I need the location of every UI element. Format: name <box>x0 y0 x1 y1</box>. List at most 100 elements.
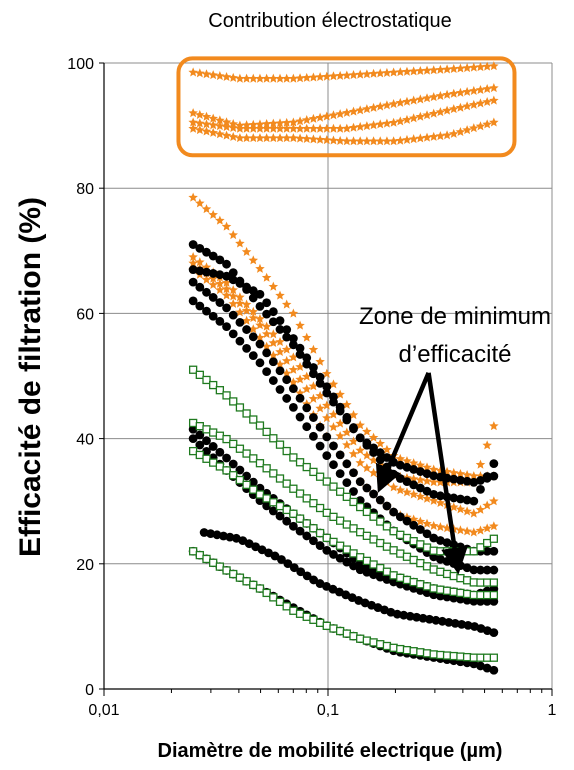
data-point <box>235 73 245 83</box>
data-point <box>409 647 418 656</box>
data-point <box>356 502 365 512</box>
data-point <box>349 423 358 432</box>
data-point <box>329 441 338 451</box>
data-point <box>248 286 258 296</box>
data-point <box>228 275 238 285</box>
y-tick-label: 60 <box>76 306 94 323</box>
data-point <box>396 549 405 558</box>
data-point <box>436 567 445 576</box>
data-point <box>415 460 426 470</box>
data-point <box>428 520 439 530</box>
data-point <box>335 418 345 428</box>
data-point <box>188 67 198 77</box>
data-point <box>376 517 385 526</box>
data-point <box>382 575 392 584</box>
data-point <box>249 415 258 424</box>
data-point <box>215 386 225 395</box>
data-point <box>268 338 279 348</box>
data-point <box>375 448 385 458</box>
data-point <box>408 458 419 468</box>
data-point <box>282 325 292 334</box>
data-point <box>209 458 218 467</box>
data-point <box>209 558 218 567</box>
data-point <box>202 554 211 564</box>
data-point <box>422 93 432 103</box>
data-point <box>482 565 492 575</box>
data-point <box>329 482 338 491</box>
data-point <box>235 298 245 308</box>
data-point <box>342 557 352 567</box>
data-point <box>416 648 425 657</box>
data-point <box>362 450 372 460</box>
data-point <box>368 102 379 112</box>
data-point <box>469 123 479 133</box>
data-point <box>275 474 285 483</box>
data-point <box>242 449 251 458</box>
data-point <box>362 556 372 566</box>
data-point <box>309 499 318 508</box>
data-point <box>229 471 238 480</box>
data-point <box>195 450 204 460</box>
data-point <box>235 317 245 327</box>
data-point <box>202 287 211 297</box>
data-point <box>208 279 218 289</box>
arrow-left <box>375 371 431 493</box>
data-point <box>382 641 392 651</box>
data-point <box>356 553 365 562</box>
data-point <box>188 434 198 443</box>
data-point <box>275 73 285 83</box>
data-point <box>369 638 378 647</box>
data-point <box>309 413 318 422</box>
data-point <box>222 566 231 575</box>
data-point <box>202 375 211 385</box>
data-point <box>489 83 499 93</box>
data-point <box>188 265 198 274</box>
data-point <box>315 123 325 133</box>
data-point <box>195 440 205 450</box>
data-point <box>349 497 358 507</box>
data-point <box>268 123 279 133</box>
data-point <box>376 640 385 649</box>
data-point <box>355 69 365 79</box>
data-point <box>288 117 299 127</box>
data-point <box>328 422 339 432</box>
data-point <box>315 541 325 550</box>
data-point <box>322 400 332 410</box>
data-point <box>268 350 279 360</box>
data-point <box>195 430 205 440</box>
data-point <box>375 495 385 505</box>
data-point <box>335 541 345 550</box>
data-point <box>308 72 319 82</box>
data-point <box>482 523 492 533</box>
data-point <box>215 316 225 326</box>
data-point <box>449 493 459 503</box>
data-point <box>428 131 439 141</box>
data-point <box>382 67 392 77</box>
data-point <box>428 65 439 75</box>
data-point <box>462 576 472 585</box>
data-point <box>249 580 258 590</box>
data-point <box>462 86 472 96</box>
data-point <box>255 314 265 324</box>
series-16 <box>188 365 498 556</box>
data-point <box>295 320 305 330</box>
electrostatic-contribution-label: Contribution électrostatique <box>208 10 451 32</box>
data-point <box>429 533 439 543</box>
data-point <box>369 570 378 580</box>
data-point <box>489 653 498 662</box>
data-point <box>362 104 372 114</box>
data-point <box>436 547 445 556</box>
data-point <box>342 545 351 554</box>
data-point <box>489 61 499 71</box>
data-point <box>402 516 412 526</box>
data-point <box>262 309 272 319</box>
data-point <box>422 476 432 486</box>
data-point <box>282 505 291 515</box>
data-point <box>329 624 338 633</box>
data-point <box>448 467 459 477</box>
data-point <box>195 266 205 276</box>
data-point <box>436 650 445 660</box>
data-point <box>415 94 426 104</box>
series-3 <box>188 117 499 146</box>
